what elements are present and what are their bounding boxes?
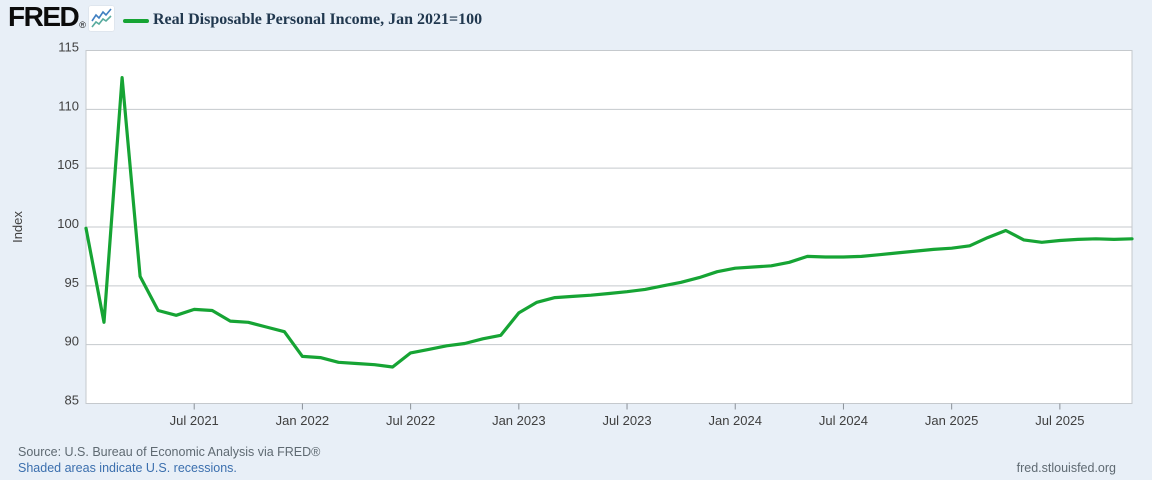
sparkline-blue-line <box>91 8 112 22</box>
y-tick-label: 110 <box>58 98 79 113</box>
source-text: Source: U.S. Bureau of Economic Analysis… <box>18 445 321 459</box>
x-tick-label: Jul 2022 <box>386 413 435 428</box>
x-tick-label: Jul 2021 <box>170 413 219 428</box>
y-tick-label: 90 <box>65 334 79 349</box>
fred-logo-text: FRED <box>8 1 80 32</box>
chart-title: Real Disposable Personal Income, Jan 202… <box>153 11 483 28</box>
x-tick-label: Jul 2025 <box>1035 413 1084 428</box>
y-tick-label: 95 <box>65 275 79 290</box>
x-tick-label: Jan 2023 <box>492 413 546 428</box>
sparkline-teal-line <box>91 15 112 28</box>
recessions-note-link[interactable]: Shaded areas indicate U.S. recessions. <box>18 461 237 475</box>
registered-mark: ® <box>79 20 86 30</box>
y-axis-title: Index <box>10 211 25 243</box>
x-tick-label: Jul 2024 <box>819 413 868 428</box>
y-tick-label: 115 <box>58 40 79 55</box>
y-tick-label: 100 <box>57 216 79 231</box>
x-tick-label: Jul 2023 <box>602 413 651 428</box>
x-tick-label: Jan 2022 <box>276 413 330 428</box>
y-tick-label: 105 <box>57 157 79 172</box>
sparkline-icon-svg <box>91 8 112 28</box>
legend-line-swatch <box>123 19 149 23</box>
chart-header: FRED® Real Disposable Personal Income, J… <box>0 0 1152 36</box>
fred-site-link[interactable]: fred.stlouisfed.org <box>1016 461 1116 475</box>
x-tick-label: Jan 2025 <box>925 413 979 428</box>
chart-plot-area[interactable]: 85 90 95 100 105 110 115 Jul 2021 Jan 2022 Jul 20… <box>0 0 1152 444</box>
sparkline-icon <box>88 5 115 32</box>
x-tick-label: Jan 2024 <box>708 413 762 428</box>
y-tick-label: 85 <box>65 393 79 408</box>
series-line <box>84 75 1134 369</box>
fred-logo: FRED® <box>8 1 86 37</box>
